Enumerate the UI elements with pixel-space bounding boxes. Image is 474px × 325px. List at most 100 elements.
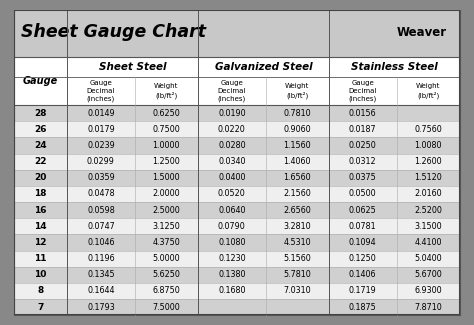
Text: 18: 18 [35, 189, 47, 199]
Text: 5.0400: 5.0400 [414, 254, 442, 263]
Text: 0.0156: 0.0156 [349, 109, 376, 118]
Text: 1.2600: 1.2600 [414, 157, 442, 166]
Text: 0.0625: 0.0625 [349, 206, 377, 214]
Text: 26: 26 [35, 125, 47, 134]
Text: 0.1196: 0.1196 [87, 254, 115, 263]
Text: 0.0220: 0.0220 [218, 125, 246, 134]
Text: 1.2500: 1.2500 [153, 157, 180, 166]
Text: 10: 10 [35, 270, 47, 279]
Text: 0.1345: 0.1345 [87, 270, 115, 279]
Text: Weaver: Weaver [396, 26, 447, 39]
Text: 0.1230: 0.1230 [218, 254, 246, 263]
Text: 3.2810: 3.2810 [283, 222, 311, 231]
Text: 1.5000: 1.5000 [153, 173, 180, 182]
Text: Sheet Steel: Sheet Steel [99, 62, 166, 72]
Text: 1.4060: 1.4060 [283, 157, 311, 166]
Text: 0.0179: 0.0179 [87, 125, 115, 134]
Bar [14, 10, 460, 57]
Text: 0.0312: 0.0312 [349, 157, 376, 166]
Text: 0.1875: 0.1875 [349, 303, 377, 312]
Text: 2.5000: 2.5000 [153, 206, 180, 214]
Text: 0.0375: 0.0375 [349, 173, 377, 182]
Text: 2.5200: 2.5200 [414, 206, 442, 214]
Text: 0.7500: 0.7500 [153, 125, 180, 134]
Text: 4.4100: 4.4100 [414, 238, 442, 247]
Text: 0.0790: 0.0790 [218, 222, 246, 231]
Text: 0.0747: 0.0747 [87, 222, 115, 231]
Text: 1.0000: 1.0000 [153, 141, 180, 150]
Bar [14, 283, 460, 299]
Text: 3.1250: 3.1250 [153, 222, 180, 231]
Text: 0.0239: 0.0239 [87, 141, 115, 150]
Text: 28: 28 [35, 109, 47, 118]
Bar [14, 251, 460, 267]
Bar [14, 218, 460, 234]
Text: Stainless Steel: Stainless Steel [351, 62, 438, 72]
Text: 0.0400: 0.0400 [218, 173, 246, 182]
Text: 0.0250: 0.0250 [349, 141, 377, 150]
Text: 0.0520: 0.0520 [218, 189, 246, 199]
Text: 6.9300: 6.9300 [414, 287, 442, 295]
Text: 0.1644: 0.1644 [87, 287, 115, 295]
Text: 5.0000: 5.0000 [153, 254, 180, 263]
Text: 5.1560: 5.1560 [283, 254, 311, 263]
Text: Weight
(lb/ft²): Weight (lb/ft²) [154, 83, 179, 99]
Bar [14, 154, 460, 170]
Text: 5.7810: 5.7810 [283, 270, 311, 279]
Bar [14, 57, 460, 77]
Text: Galvanized Steel: Galvanized Steel [215, 62, 312, 72]
Text: 12: 12 [35, 238, 47, 247]
Text: 0.0640: 0.0640 [218, 206, 246, 214]
Text: 6.8750: 6.8750 [153, 287, 180, 295]
Text: 2.1560: 2.1560 [283, 189, 311, 199]
Text: 0.1080: 0.1080 [218, 238, 246, 247]
Text: 8: 8 [37, 287, 44, 295]
Text: 0.0299: 0.0299 [87, 157, 115, 166]
Text: 5.6700: 5.6700 [414, 270, 442, 279]
Text: 0.0340: 0.0340 [218, 157, 246, 166]
Text: 4.5310: 4.5310 [283, 238, 311, 247]
Bar [14, 77, 460, 105]
Text: 4.3750: 4.3750 [153, 238, 180, 247]
Bar [14, 299, 460, 315]
Text: Weight
(lb/ft²): Weight (lb/ft²) [416, 83, 440, 99]
Text: 0.7810: 0.7810 [283, 109, 311, 118]
Bar [14, 234, 460, 251]
Text: 20: 20 [35, 173, 47, 182]
Text: 3.1500: 3.1500 [414, 222, 442, 231]
Text: 0.0598: 0.0598 [87, 206, 115, 214]
Text: Gauge: Gauge [23, 76, 58, 86]
Bar [14, 105, 460, 121]
Text: 14: 14 [34, 222, 47, 231]
Text: 0.6250: 0.6250 [153, 109, 180, 118]
Text: 0.0478: 0.0478 [87, 189, 115, 199]
Text: 0.1250: 0.1250 [349, 254, 377, 263]
Bar [14, 121, 460, 137]
Text: Gauge
Decimal
(inches): Gauge Decimal (inches) [348, 80, 377, 102]
Text: 5.6250: 5.6250 [153, 270, 180, 279]
Text: Gauge
Decimal
(inches): Gauge Decimal (inches) [218, 80, 246, 102]
Text: 0.0781: 0.0781 [349, 222, 376, 231]
Text: 0.1380: 0.1380 [218, 270, 246, 279]
Text: 1.1560: 1.1560 [283, 141, 311, 150]
Text: 0.1046: 0.1046 [87, 238, 115, 247]
Text: 7.5000: 7.5000 [153, 303, 180, 312]
Text: 1.6560: 1.6560 [283, 173, 311, 182]
Bar [14, 137, 460, 154]
Text: 0.0149: 0.0149 [87, 109, 115, 118]
Text: Gauge
Decimal
(inches): Gauge Decimal (inches) [87, 80, 115, 102]
Text: 0.1094: 0.1094 [349, 238, 376, 247]
Text: 0.0187: 0.0187 [349, 125, 376, 134]
Text: Sheet Gauge Chart: Sheet Gauge Chart [21, 23, 206, 42]
Text: 7.0310: 7.0310 [283, 287, 311, 295]
Text: 0.1793: 0.1793 [87, 303, 115, 312]
Text: 0.0500: 0.0500 [349, 189, 376, 199]
Text: 0.1406: 0.1406 [349, 270, 376, 279]
Bar [14, 186, 460, 202]
Text: 7: 7 [37, 303, 44, 312]
Text: 0.0280: 0.0280 [218, 141, 246, 150]
Text: 1.5120: 1.5120 [414, 173, 442, 182]
Bar [14, 170, 460, 186]
Text: 2.0160: 2.0160 [414, 189, 442, 199]
Text: 0.0359: 0.0359 [87, 173, 115, 182]
